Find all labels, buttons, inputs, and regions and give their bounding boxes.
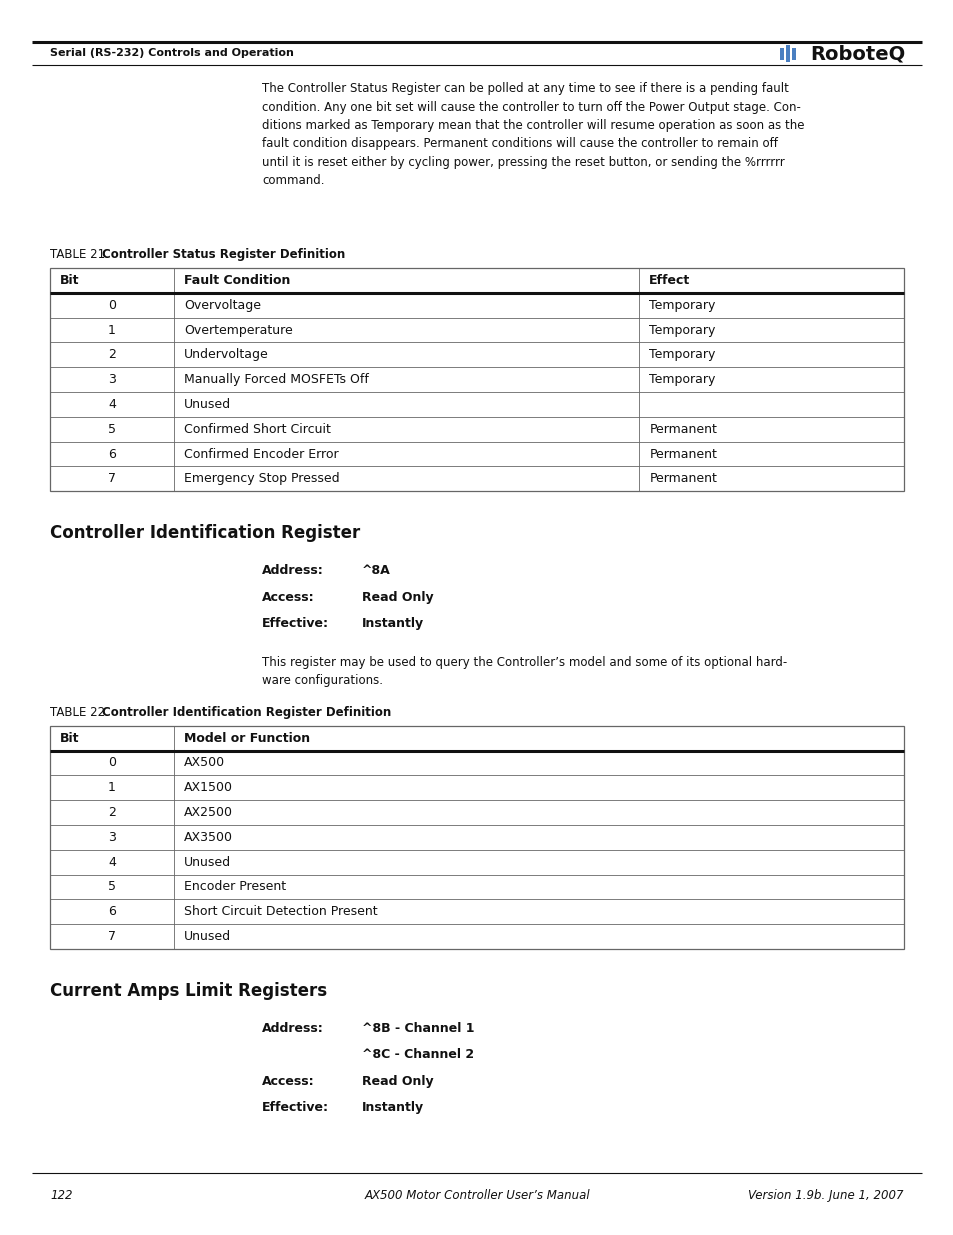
Bar [50, 726, 903, 948]
Text: Permanent: Permanent [649, 472, 717, 485]
Text: 7: 7 [108, 930, 116, 944]
FancyBboxPatch shape [780, 47, 783, 59]
Text: Model or Function: Model or Function [184, 731, 310, 745]
Text: Confirmed Encoder Error: Confirmed Encoder Error [184, 447, 338, 461]
Text: Controller Status Register Definition: Controller Status Register Definition [102, 248, 345, 261]
Text: 2: 2 [108, 806, 115, 819]
Text: Effect: Effect [649, 274, 690, 287]
Text: Address:: Address: [262, 564, 323, 577]
Bar [50, 268, 903, 293]
Text: Access:: Access: [262, 590, 314, 604]
Text: Emergency Stop Pressed: Emergency Stop Pressed [184, 472, 339, 485]
Text: Instantly: Instantly [361, 618, 424, 630]
Text: Confirmed Short Circuit: Confirmed Short Circuit [184, 422, 331, 436]
FancyBboxPatch shape [791, 47, 796, 59]
Text: Read Only: Read Only [361, 590, 434, 604]
Text: Controller Identification Register: Controller Identification Register [50, 524, 360, 542]
Bar [50, 268, 903, 492]
Text: 0: 0 [108, 756, 116, 769]
Text: Serial (RS-232) Controls and Operation: Serial (RS-232) Controls and Operation [50, 48, 294, 58]
Text: This register may be used to query the Controller’s model and some of its option: This register may be used to query the C… [262, 656, 786, 687]
Text: 5: 5 [108, 881, 116, 893]
Text: ^8A: ^8A [361, 564, 391, 577]
Text: Version 1.9b. June 1, 2007: Version 1.9b. June 1, 2007 [748, 1189, 903, 1202]
Text: Overvoltage: Overvoltage [184, 299, 260, 311]
Text: Read Only: Read Only [361, 1074, 434, 1088]
Text: Current Amps Limit Registers: Current Amps Limit Registers [50, 982, 327, 1000]
Text: Overtemperature: Overtemperature [184, 324, 293, 336]
Text: AX2500: AX2500 [184, 806, 233, 819]
Text: Address:: Address: [262, 1021, 323, 1035]
Text: Access:: Access: [262, 1074, 314, 1088]
Text: Fault Condition: Fault Condition [184, 274, 290, 287]
Text: 2: 2 [108, 348, 115, 362]
Text: TABLE 21.: TABLE 21. [50, 248, 112, 261]
Text: Effective:: Effective: [262, 618, 329, 630]
Text: 1: 1 [108, 324, 115, 336]
Text: Encoder Present: Encoder Present [184, 881, 286, 893]
Bar [50, 726, 903, 751]
Text: AX500 Motor Controller User’s Manual: AX500 Motor Controller User’s Manual [364, 1189, 589, 1202]
Text: Bit: Bit [60, 274, 79, 287]
Text: AX3500: AX3500 [184, 831, 233, 844]
Text: 6: 6 [108, 905, 115, 918]
Text: Effective:: Effective: [262, 1102, 329, 1114]
Text: 3: 3 [108, 373, 115, 387]
Text: Temporary: Temporary [649, 299, 715, 311]
Text: ^8C - Channel 2: ^8C - Channel 2 [361, 1049, 474, 1061]
Text: 4: 4 [108, 856, 115, 868]
Text: Short Circuit Detection Present: Short Circuit Detection Present [184, 905, 377, 918]
Text: 3: 3 [108, 831, 115, 844]
Text: Unused: Unused [184, 930, 231, 944]
Text: 4: 4 [108, 398, 115, 411]
Text: TABLE 22.: TABLE 22. [50, 705, 112, 719]
Text: The Controller Status Register can be polled at any time to see if there is a pe: The Controller Status Register can be po… [262, 82, 803, 188]
Text: Controller Identification Register Definition: Controller Identification Register Defin… [102, 705, 391, 719]
Text: Permanent: Permanent [649, 422, 717, 436]
Text: 5: 5 [108, 422, 116, 436]
Text: Temporary: Temporary [649, 348, 715, 362]
Text: Temporary: Temporary [649, 324, 715, 336]
Text: Unused: Unused [184, 398, 231, 411]
Text: Permanent: Permanent [649, 447, 717, 461]
Text: 6: 6 [108, 447, 115, 461]
Text: 1: 1 [108, 782, 115, 794]
Text: 0: 0 [108, 299, 116, 311]
Text: ^8B - Channel 1: ^8B - Channel 1 [361, 1021, 474, 1035]
Text: Bit: Bit [60, 731, 79, 745]
Text: AX1500: AX1500 [184, 782, 233, 794]
Text: AX500: AX500 [184, 756, 225, 769]
Text: 7: 7 [108, 472, 116, 485]
Text: Instantly: Instantly [361, 1102, 424, 1114]
Text: Manually Forced MOSFETs Off: Manually Forced MOSFETs Off [184, 373, 368, 387]
Text: Unused: Unused [184, 856, 231, 868]
Text: Temporary: Temporary [649, 373, 715, 387]
Text: 122: 122 [50, 1189, 72, 1202]
FancyBboxPatch shape [785, 46, 790, 62]
Text: Undervoltage: Undervoltage [184, 348, 269, 362]
Text: RoboteQ: RoboteQ [810, 44, 905, 63]
